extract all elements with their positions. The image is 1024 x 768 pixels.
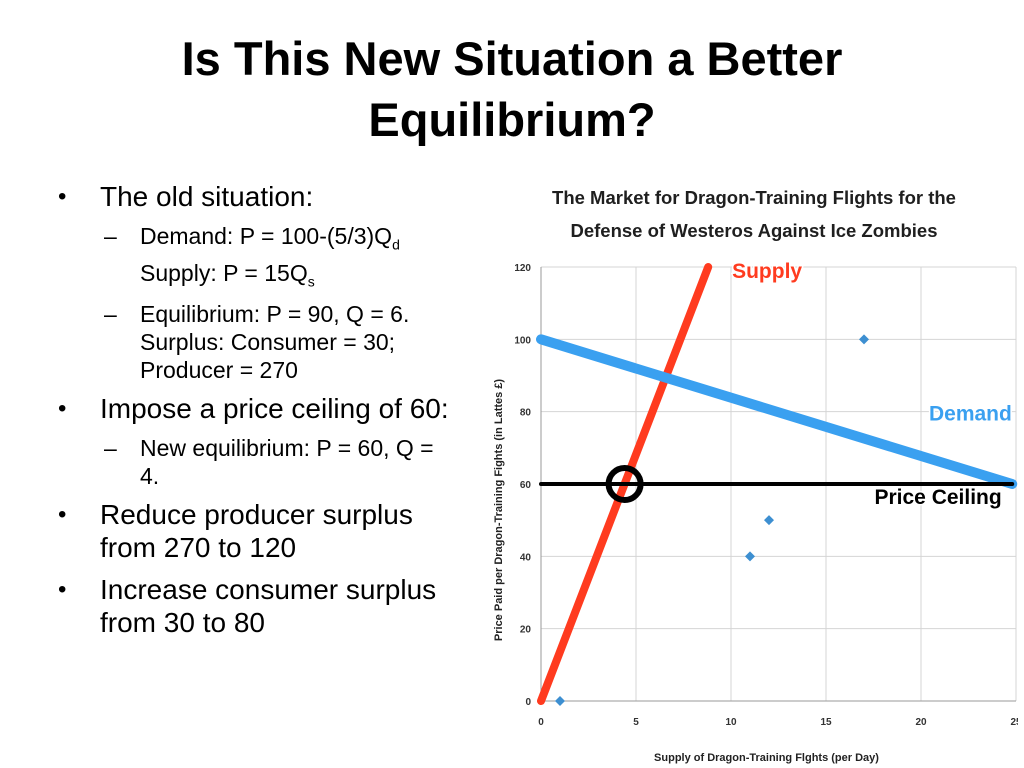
dash-glyph: – — [104, 223, 117, 249]
chart-title: Defense of Westeros Against Ice Zombies — [570, 220, 937, 241]
x-tick-label: 20 — [915, 717, 927, 728]
bullet-item: • Reduce producer surplus from 270 to 12… — [58, 498, 458, 564]
bullet-text: Reduce producer surplus from 270 to 120 — [100, 499, 413, 564]
data-point — [555, 696, 565, 706]
demand-line — [536, 334, 1018, 489]
y-tick-label: 60 — [520, 480, 532, 491]
bullet-item: • The old situation: — [58, 180, 458, 213]
bullet-glyph: • — [58, 501, 67, 529]
price-ceiling-label: Price Ceiling — [874, 486, 1001, 509]
supply-label: Supply — [732, 260, 802, 283]
sub-bullet-item: – Demand: P = 100-(5/3)Qd Supply: P = 15… — [98, 222, 458, 295]
y-tick-label: 40 — [520, 552, 532, 563]
bullet-glyph: • — [58, 395, 67, 423]
equilibrium-marker — [605, 465, 644, 503]
x-tick-label: 10 — [725, 717, 737, 728]
bullet-text: Increase consumer surplus from 30 to 80 — [100, 574, 437, 639]
sub-bullet-text: Demand: P = 100-(5/3)Q — [140, 223, 393, 249]
demand-label: Demand — [929, 403, 1012, 426]
bullet-glyph: • — [58, 183, 67, 210]
subscript: s — [307, 273, 315, 290]
data-point — [745, 551, 755, 562]
y-axis-label: Price Paid per Dragon-Training Fights (i… — [493, 379, 505, 642]
slide-title: Is This New Situation a Better Equilibri… — [181, 32, 843, 146]
x-tick-label: 25 — [1010, 717, 1018, 728]
x-tick-label: 5 — [633, 717, 639, 728]
dash-glyph: – — [104, 435, 117, 462]
x-tick-label: 0 — [538, 717, 544, 728]
bullet-text: The old situation: — [100, 181, 314, 212]
y-tick-label: 80 — [520, 408, 532, 419]
bullet-list: • The old situation: – Demand: P = 100-(… — [58, 180, 458, 648]
bullet-text: Impose a price ceiling of 60: — [100, 393, 449, 425]
subscript: d — [392, 236, 400, 253]
y-tick-label: 20 — [520, 625, 532, 636]
chart-title: The Market for Dragon-Training Flights f… — [552, 187, 956, 208]
x-axis-label: Supply of Dragon-Training Flghts (per Da… — [654, 752, 879, 764]
sub-bullet-item: – New equilibrium: P = 60, Q = 4. — [98, 434, 458, 490]
y-tick-label: 120 — [514, 263, 531, 274]
y-tick-label: 0 — [525, 697, 531, 708]
market-chart: The Market for Dragon-Training Flights f… — [493, 187, 1018, 764]
data-point — [764, 515, 774, 526]
dash-glyph: – — [104, 301, 117, 328]
sub-bullet-text: New equilibrium: P = 60, Q = 4. — [140, 435, 434, 490]
bullet-glyph: • — [58, 576, 67, 604]
bullet-item: • Impose a price ceiling of 60: — [58, 392, 458, 425]
bullet-item: • Increase consumer surplus from 30 to 8… — [58, 573, 458, 639]
y-tick-label: 100 — [514, 335, 531, 346]
sub-bullet-item: – Equilibrium: P = 90, Q = 6. Surplus: C… — [98, 300, 458, 384]
sub-bullet-text: Equilibrium: P = 90, Q = 6. Surplus: Con… — [140, 301, 410, 384]
data-point — [859, 334, 869, 345]
sub-bullet-text: Supply: P = 15Q — [140, 259, 308, 286]
x-tick-label: 15 — [820, 717, 832, 728]
